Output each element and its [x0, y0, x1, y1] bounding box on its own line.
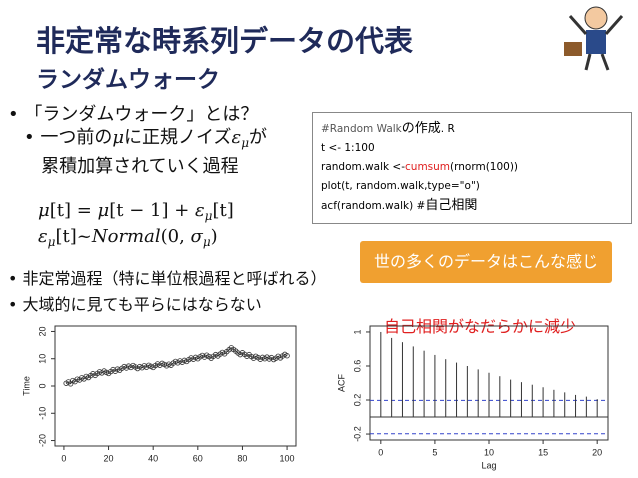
y-tick-label: 0 [37, 383, 47, 388]
code-line: acf(random.walk) #自己相関 [321, 196, 623, 216]
bullet: • 大域的に見ても平らにはならない [8, 295, 262, 314]
formula: εμ[t]~Normal(0, σμ) [38, 226, 218, 249]
math: ε [195, 200, 205, 221]
series-line [65, 347, 288, 385]
text: が [249, 127, 267, 148]
title: 非定常な時系列データの代表 [36, 24, 414, 58]
x-tick-label: 20 [592, 447, 602, 457]
code: cumsum [405, 161, 451, 173]
bullet-text: 非定常過程（特に単位根過程と呼ばれる） [22, 269, 327, 288]
y-tick-label: -10 [37, 407, 47, 420]
y-tick-label: 10 [37, 354, 47, 364]
code: #Random Walk [321, 123, 402, 135]
y-tick-label: -20 [37, 434, 47, 447]
math: μ [241, 136, 249, 150]
code-line: #Random Walkの作成. R [321, 119, 623, 139]
math: [t − 1] + [109, 200, 195, 221]
text: 一つ前の [40, 127, 113, 148]
code: random.walk <- [321, 161, 406, 173]
math: Normal [91, 226, 161, 247]
illustration [564, 6, 624, 71]
text: に正規ノイズ [124, 127, 232, 148]
code: (rnorm(100)) [450, 161, 519, 173]
math: ε [231, 127, 242, 148]
math: [t]~ [55, 226, 92, 247]
subtitle: ランダムウォーク [36, 67, 220, 93]
x-tick-label: 5 [432, 447, 437, 457]
x-tick-label: 0 [61, 453, 66, 463]
code-line: t <- 1:100 [321, 142, 375, 154]
callout: 世の多くのデータはこんな感じ [360, 241, 612, 283]
bullet-text: 「ランダムウォーク」とは？ [24, 104, 259, 125]
x-tick-label: 100 [280, 453, 295, 463]
y-tick-label: 20 [37, 326, 47, 336]
code-box: #Random Walkの作成. R t <- 1:100 random.wal… [312, 112, 632, 224]
point [284, 353, 290, 359]
math: (0, [160, 226, 191, 247]
code-line: random.walk <-cumsum(rnorm(100)) [321, 158, 623, 177]
bullet: • 非定常過程（特に単位根過程と呼ばれる） [8, 269, 327, 288]
y-tick-label: 1 [352, 329, 362, 334]
x-axis-label: Lag [481, 460, 496, 470]
math: ε [38, 226, 48, 247]
y-tick-label: 0.6 [352, 360, 362, 373]
x-tick-label: 10 [484, 447, 494, 457]
math: [t] [212, 200, 234, 221]
y-axis-label: ACF [336, 373, 346, 392]
formula: μ[t] = μ[t − 1] + εμ[t] [38, 200, 234, 223]
math: μ [38, 200, 50, 221]
code: acf(random.walk) # [321, 200, 426, 212]
text: 累積加算されていく過程 [41, 156, 239, 177]
time-series-chart: -20 -10 0 10 20 0 20 40 60 80 100 Time [21, 325, 297, 463]
math: [t] = [49, 200, 98, 221]
bullet-text: 大域的に見ても平らにはならない [22, 295, 262, 314]
code: . R [440, 123, 455, 135]
x-tick-label: 80 [237, 453, 247, 463]
code-line: plot(t, random.walk,type="o") [321, 180, 480, 192]
math: μ [202, 235, 211, 249]
x-tick-label: 15 [538, 447, 548, 457]
y-tick-label: -0.2 [352, 426, 362, 442]
math: μ [97, 200, 110, 221]
math: ) [210, 226, 218, 247]
plot-frame [54, 325, 297, 447]
code: の作成 [401, 121, 441, 136]
sub-bullet: • 一つ前のμに正規ノイズεμが 累積加算されていく過程 [24, 127, 267, 177]
x-tick-label: 20 [104, 453, 114, 463]
math: μ [112, 127, 125, 148]
code: 自己相関 [425, 198, 478, 213]
math: μ [47, 235, 56, 249]
math: μ [204, 209, 213, 223]
bullet: • 「ランダムウォーク」とは？ [8, 104, 259, 125]
y-tick-label: 0.2 [352, 394, 362, 407]
math: σ [190, 226, 203, 247]
y-axis-label: Time [21, 376, 31, 396]
x-tick-label: 60 [193, 453, 203, 463]
x-tick-label: 0 [378, 447, 383, 457]
x-tick-label: 40 [148, 453, 158, 463]
